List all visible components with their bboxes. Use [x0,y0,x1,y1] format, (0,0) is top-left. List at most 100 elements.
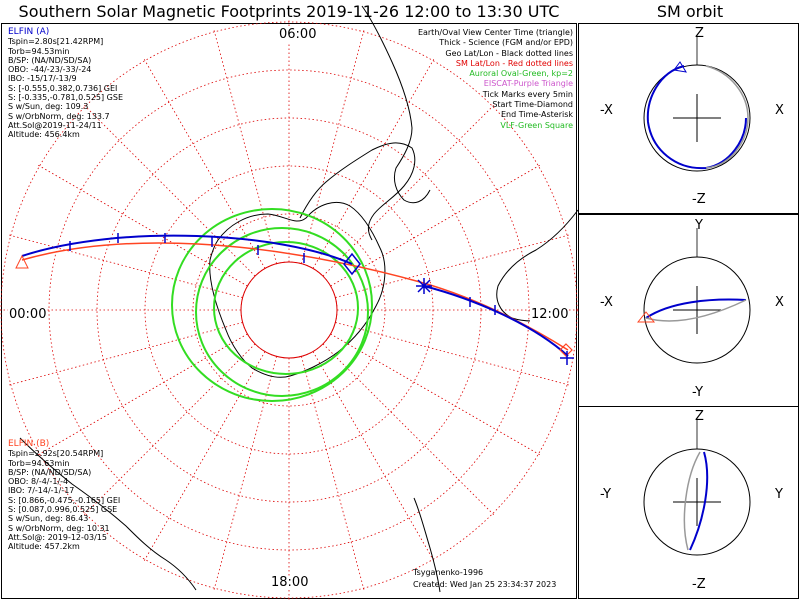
sat-b-info: ELFIN (B) Tspin=2.92s[20.54RPM] Torb=94.… [8,439,121,552]
sm-meridian [312,351,436,564]
sm-meridian [301,27,365,264]
sm-meridian [82,343,256,517]
sm-orbit-title: SM orbit [656,2,724,21]
panel3-left-label: -Y [600,487,612,502]
sat-b-line: S: [0.087,0.996,0.525] GSE [8,505,118,515]
sat-a-line: S: [-0.335,-0.781,0.525] GSE [8,93,123,103]
sm-pole-circle [240,261,338,359]
legend-item: VLF-Green Square [500,120,573,130]
created-timestamp: Created: Wed Jan 25 23:34:37 2023 [413,580,557,589]
sat-b-line: Att.Sol@: 2019-12-03/15 [8,532,107,542]
panel2-top-label: Y [695,218,703,233]
sat-a-end-asterisk [416,278,432,294]
sm-meridian [142,351,266,564]
satellite-tracks [15,233,574,365]
sm-meridian [6,234,243,298]
sat-b-orbit [645,299,747,322]
sat-b-orbit [705,65,749,169]
legend-item: Start Time-Diamond [492,100,573,110]
sm-meridian [312,56,436,269]
legend-item: Thick - Science (FGM and/or EPD) [439,38,573,48]
sat-a-name: ELFIN (A) [8,27,50,37]
legend-item: Geo Lat/Lon - Black dotted lines [445,48,573,58]
sm-meridian [6,322,243,386]
auroral-ovals [171,208,373,402]
sat-b-name: ELFIN (B) [8,439,50,449]
sat-b-line: S w/OrbNorm, deg: 10.31 [8,523,110,533]
panel3-right-label: Y [775,487,783,502]
coastline-new-zealand [413,497,441,593]
panel2-left-label: -X [600,295,613,310]
legend: Earth/Oval View Center Time (triangle) T… [418,28,573,131]
sat-a-orbit [645,298,747,319]
sm-xz-panel [643,36,751,172]
plot-title: Southern Solar Magnetic Footprints 2019-… [18,2,560,21]
sat-a-orbit [646,65,747,170]
sat-b-line: S: [0.866,-0.475,-0.165] GEI [8,495,121,505]
panel2-right-label: X [775,295,784,310]
panel2-bottom-label: -Y [692,385,704,400]
sat-b-diamond [559,343,573,357]
model-credit: Tsyganenko-1996 [413,568,484,577]
sm-meridian [335,234,572,298]
coastline-africa [496,209,579,322]
panel1-top-label: Z [695,26,704,41]
auroral-oval-outer [171,208,373,402]
sm-meridian [301,356,365,593]
hour-label-06: 06:00 [278,27,318,42]
sm-orbit-panels [636,36,751,556]
sat-a-line: Altitude: 456.4km [8,130,80,140]
hour-label-18: 18:00 [270,575,310,590]
sm-xz-frame [578,23,799,214]
sat-a-line: Torb=94.53min [8,46,70,56]
coastlines [19,5,579,593]
panel3-bottom-label: -Z [692,577,706,592]
sat-a-end-marker [560,351,574,365]
sat-b-view-triangle [15,254,29,269]
hour-label-12: 12:00 [530,307,570,322]
coastline-antarctica [209,202,386,378]
panel1-right-label: X [775,103,784,118]
sm-meridian [35,333,248,457]
coastline-australia [19,437,197,591]
sat-b-line: OBO: 8/-4/-1/-4 [8,477,69,487]
panel1-bottom-label: -Z [692,192,706,207]
legend-item: SM Lat/Lon - Red dotted lines [455,58,573,68]
sat-a-start-diamond [343,252,361,276]
sat-b-line: Torb=94.63min [8,458,70,468]
auroral-oval-inner [213,241,359,375]
legend-item: Tick Marks every 5min [482,89,573,99]
sm-meridian [335,322,572,386]
sm-xy-panel [636,228,751,364]
hour-label-00: 00:00 [8,307,48,322]
legend-item: Auroral Oval-Green, kp=2 [469,69,573,79]
sm-yz-panel [643,420,751,556]
sat-a-line: B/SP: (NA/ND/SD/SA) [8,55,92,65]
auroral-oval-middle [195,227,369,397]
sat-b-line: B/SP: (NA/ND/SD/SA) [8,467,92,477]
sat-b-line: IBO: 7/-14/-1/-17 [8,486,75,496]
sat-a-track [21,234,353,265]
sat-a-triangle [673,61,687,73]
legend-item: End Time-Asterisk [500,110,573,120]
sat-b-orbit [683,451,701,551]
sat-b-line: S w/Sun, deg: 86.43 [8,514,89,524]
sm-meridian [35,163,248,287]
sat-a-line: S w/OrbNorm, deg: 133.7 [8,111,110,121]
sat-a-line: OBO: -44/-23/-33/-24 [8,65,92,75]
sm-meridian [213,356,277,593]
sm-meridian [330,333,543,457]
sm-meridian [322,343,496,517]
sat-a-line: S w/Sun, deg: 109.3 [8,102,89,112]
sm-meridian [142,56,266,269]
sat-a-orbit [689,451,709,551]
sm-meridian [213,27,277,264]
sat-a-line: Tspin=2.80s[21.42RPM] [8,37,104,47]
panel1-left-label: -X [600,103,613,118]
coastline-south-america [361,5,431,204]
sm-yz-frame [578,406,799,599]
sat-a-line: IBO: -15/17/-13/9 [8,74,77,84]
panel3-top-label: Z [695,409,704,424]
sat-b-line: Altitude: 457.2km [8,542,80,552]
